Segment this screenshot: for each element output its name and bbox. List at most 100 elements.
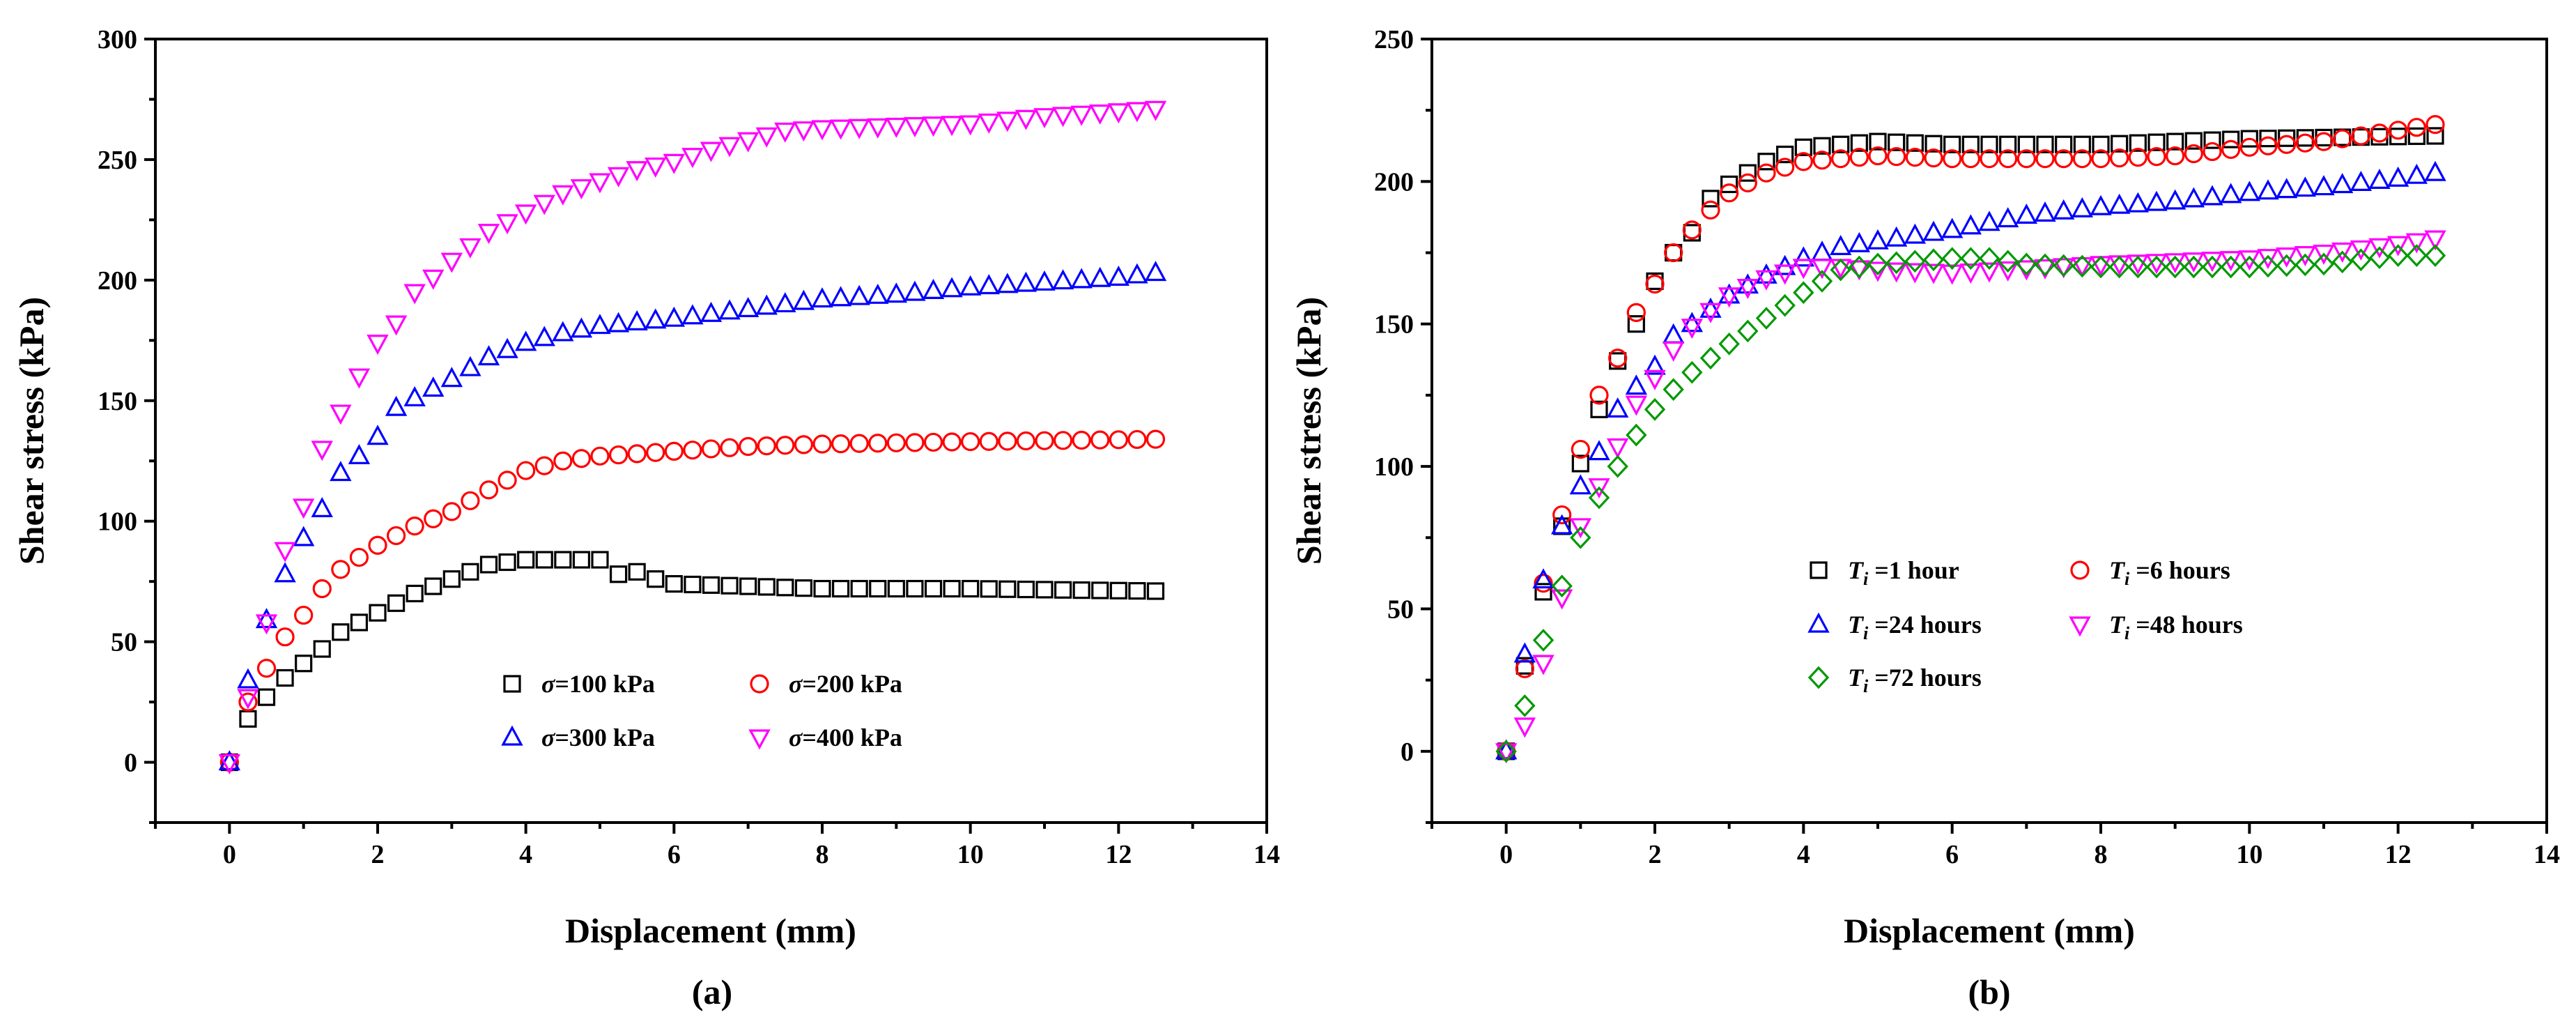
data-point (2035, 149, 2055, 169)
data-point (498, 471, 517, 490)
legend-item: σ=200 kPa (750, 670, 902, 698)
data-point (959, 115, 982, 136)
data-point (700, 301, 723, 322)
data-point (887, 579, 905, 598)
data-point (348, 368, 371, 389)
data-point (553, 451, 573, 471)
y-tick-label-b: 100 (1374, 452, 1414, 482)
data-point (1980, 135, 1998, 153)
data-point (996, 273, 1019, 293)
x-tick-label-b: 6 (1945, 840, 1959, 869)
data-point (1532, 568, 1555, 589)
data-point (1941, 247, 1963, 270)
data-point (2201, 185, 2223, 206)
legend-marker (750, 674, 769, 694)
data-point (2127, 255, 2149, 279)
x-tick-label-a: 10 (957, 840, 984, 869)
data-point (2350, 171, 2373, 192)
data-point (461, 563, 479, 581)
data-point (1718, 283, 1741, 304)
y-tick-label-b: 0 (1401, 738, 1414, 767)
data-point (1978, 211, 2000, 231)
data-point (2405, 233, 2428, 254)
data-point (755, 294, 778, 315)
data-point (739, 436, 758, 457)
data-point (1663, 378, 1684, 402)
plot-frame-a (154, 38, 1268, 824)
data-point (2368, 168, 2391, 189)
y-tick-label-a: 300 (98, 25, 137, 54)
data-point (403, 385, 426, 406)
data-point (1925, 135, 1943, 153)
data-point (2275, 247, 2298, 268)
data-point (330, 461, 352, 482)
data-point (1794, 152, 1813, 171)
data-point (1607, 454, 1628, 478)
data-point (405, 517, 424, 536)
data-point (2127, 192, 2150, 213)
series-b-1 (1497, 115, 2445, 761)
data-point (2424, 160, 2446, 181)
data-point (998, 431, 1017, 451)
data-point (2145, 255, 2168, 279)
x-axis-label-b: Displacement (mm) (1844, 911, 2135, 950)
data-point (645, 308, 667, 329)
data-point (2294, 176, 2317, 197)
data-point (535, 551, 553, 569)
data-point (255, 608, 278, 629)
data-point (2111, 135, 2129, 153)
legend-item: σ=300 kPa (501, 724, 655, 751)
data-point (570, 179, 593, 200)
legend-label: Ti =24 hours (1848, 611, 1982, 643)
data-point (517, 551, 535, 569)
data-point (1128, 582, 1146, 600)
data-point (924, 579, 943, 598)
data-point (440, 252, 463, 273)
data-point (1829, 235, 1852, 255)
data-point (1051, 269, 1074, 290)
data-point (647, 570, 665, 588)
data-point (1904, 223, 1927, 244)
y-axis-label-b: Shear stress (kPa) (1289, 297, 1328, 565)
data-point (1144, 261, 1167, 282)
data-point (2407, 118, 2426, 137)
data-point (962, 579, 980, 598)
data-point (387, 594, 406, 612)
data-point (311, 497, 333, 518)
data-point (683, 441, 702, 460)
data-point (1996, 261, 2019, 282)
legend-item: Ti =48 hours (2069, 611, 2243, 643)
data-point (2370, 123, 2389, 143)
data-point (461, 491, 480, 510)
data-point (2313, 252, 2335, 276)
data-point (479, 556, 498, 574)
data-point (1626, 303, 1646, 322)
ticks-b: 0 2 4 6 8 10 12 14 0 50 100 150 200 250 (1374, 25, 2560, 869)
data-point (1980, 149, 1999, 169)
x-tick-label-b: 14 (2533, 840, 2560, 869)
data-point (2294, 245, 2317, 266)
data-point (829, 119, 852, 140)
legend-label: σ=200 kPa (789, 670, 902, 698)
data-point (1811, 240, 1833, 261)
data-point (718, 299, 741, 320)
data-point (1072, 581, 1090, 599)
x-tick-label-a: 2 (371, 840, 385, 869)
data-point (1146, 429, 1166, 449)
data-point (2240, 130, 2258, 148)
data-point (2092, 135, 2110, 153)
data-point (794, 435, 814, 454)
data-point (1736, 273, 1759, 294)
data-point (627, 444, 647, 464)
data-point (552, 321, 574, 342)
data-point (406, 584, 424, 603)
data-point (941, 116, 963, 137)
data-point (1681, 319, 1704, 339)
data-point (1720, 183, 1739, 203)
marks-a (218, 100, 1167, 774)
ticks-a: 0 2 4 6 8 10 12 14 0 50 100 150 200 250 300 (98, 25, 1280, 869)
data-point (718, 137, 741, 158)
data-point (2239, 137, 2259, 157)
data-point (2278, 129, 2296, 147)
